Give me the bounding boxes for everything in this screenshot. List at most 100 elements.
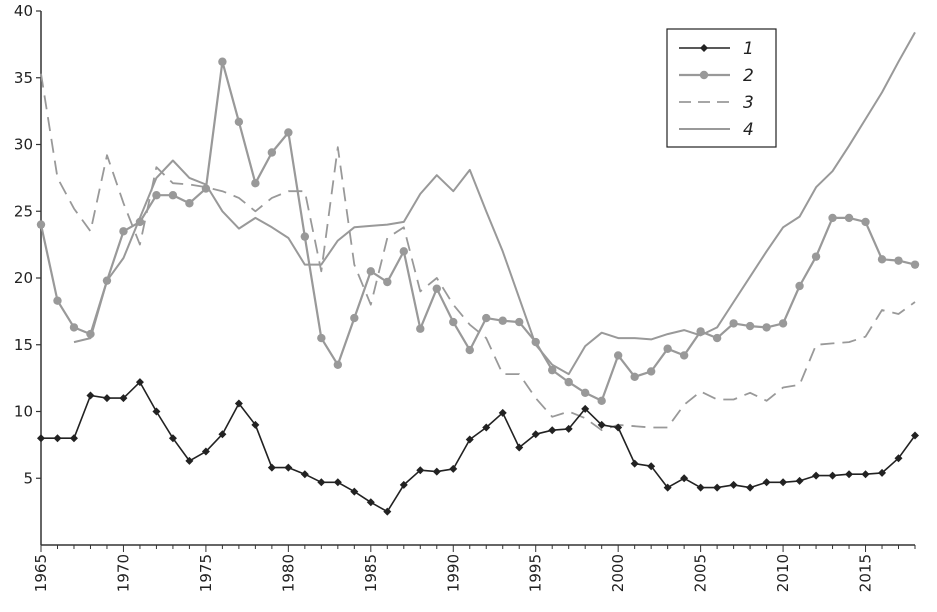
series-1-point: [630, 459, 639, 468]
series-1-point: [218, 430, 227, 439]
series-2-point: [877, 255, 887, 264]
series-1-point: [746, 483, 755, 492]
series-2-point: [515, 317, 524, 327]
series-1-point: [69, 434, 78, 443]
series-3: [40, 73, 916, 432]
x-tick-label: 1975: [197, 554, 215, 592]
series-2: [36, 57, 920, 406]
series-2-point: [317, 333, 326, 343]
series-1-point: [680, 474, 689, 483]
series-1-point: [300, 470, 309, 479]
series-2-point: [333, 360, 343, 369]
series-2-point: [646, 367, 656, 376]
series-2-point: [597, 396, 606, 406]
series-1-point: [86, 391, 95, 400]
series-4-line: [73, 31, 916, 376]
series-1-point: [449, 464, 458, 473]
series-2-point: [844, 213, 854, 223]
series-1-point: [119, 394, 128, 403]
series-2-point: [778, 319, 788, 328]
series-1: [37, 378, 919, 516]
series-2-point: [449, 317, 458, 327]
series-2-point: [482, 313, 491, 323]
series-1-point: [168, 434, 177, 443]
series-2-point: [201, 184, 211, 193]
series-1-point: [828, 471, 837, 480]
series-1-point: [498, 408, 507, 417]
series-2-point: [745, 321, 755, 331]
series-2-point: [564, 377, 573, 387]
series-2-point: [69, 323, 79, 332]
axes: 5 10 15 20 25 30 35 40 1965 1970 1975 1980 1985 1990 1…: [14, 2, 916, 592]
x-tick-label: 2000: [609, 554, 627, 592]
x-tick-label: 1995: [527, 554, 545, 592]
series-1-point: [267, 463, 276, 472]
series-1-point: [482, 423, 491, 432]
series-1-point: [333, 478, 342, 487]
series-2-point: [350, 313, 359, 323]
legend-item-1: 1: [679, 39, 754, 59]
y-tick-label: 40: [14, 2, 33, 20]
series-1-point: [531, 430, 540, 439]
x-tick-label: 1990: [444, 554, 462, 592]
series-1-point: [234, 399, 243, 408]
series-1-point: [614, 423, 623, 432]
series-1-point: [779, 478, 788, 487]
series-2-point: [811, 252, 821, 261]
x-tick-label: 1980: [279, 554, 297, 592]
series-2-point: [696, 327, 705, 336]
series-2-point: [828, 213, 837, 223]
series-1-point: [317, 478, 326, 487]
x-tick-label: 1970: [114, 554, 132, 592]
series-2-point: [432, 284, 441, 293]
series-2-point: [152, 191, 161, 200]
series-2-point: [185, 199, 194, 208]
series-1-point: [399, 480, 408, 489]
series-1-point: [729, 480, 738, 489]
series-1-point: [597, 420, 606, 429]
y-tick-label: 10: [14, 403, 33, 421]
series-2-point: [762, 323, 771, 332]
series-layer: [36, 31, 920, 516]
series-2-point: [613, 351, 623, 360]
series-1-point: [465, 435, 474, 444]
y-tick-label: 30: [14, 136, 33, 154]
series-2-point: [119, 227, 128, 236]
series-2-point: [383, 277, 392, 287]
series-2-point: [580, 388, 590, 398]
x-tick-label: 2005: [692, 554, 710, 592]
series-1-point: [713, 483, 722, 492]
legend-marker-1: [700, 44, 708, 52]
series-2-point: [910, 260, 920, 269]
series-2-point: [53, 296, 62, 305]
series-1-point: [894, 454, 903, 463]
series-1-point: [795, 476, 804, 485]
y-tick-label: 5: [23, 469, 33, 487]
y-tick-label: 35: [14, 69, 33, 87]
series-1-point: [185, 456, 194, 465]
series-1-point: [383, 507, 392, 516]
series-2-point: [135, 217, 145, 227]
y-tick-label: 15: [14, 336, 33, 354]
legend-label-4: 4: [743, 120, 754, 140]
series-2-point: [531, 337, 540, 347]
series-1-point: [564, 424, 573, 433]
series-1-point: [911, 431, 919, 440]
series-2-point: [663, 344, 672, 353]
x-tick-label: 2015: [857, 554, 875, 592]
legend-label-1: 1: [743, 39, 754, 59]
legend-item-3: 3: [679, 93, 754, 113]
series-2-line: [39, 60, 916, 402]
series-4: [73, 31, 916, 376]
series-2-point: [36, 220, 46, 229]
series-1-point: [152, 407, 161, 416]
series-2-point: [251, 179, 260, 188]
series-1-point: [647, 462, 656, 471]
series-2-point: [86, 329, 95, 339]
series-2-point: [465, 345, 474, 355]
series-2-point: [861, 217, 870, 227]
series-1-point: [416, 466, 425, 475]
series-2-point: [234, 117, 244, 127]
series-1-point: [37, 434, 45, 443]
legend-label-3: 3: [743, 93, 754, 113]
